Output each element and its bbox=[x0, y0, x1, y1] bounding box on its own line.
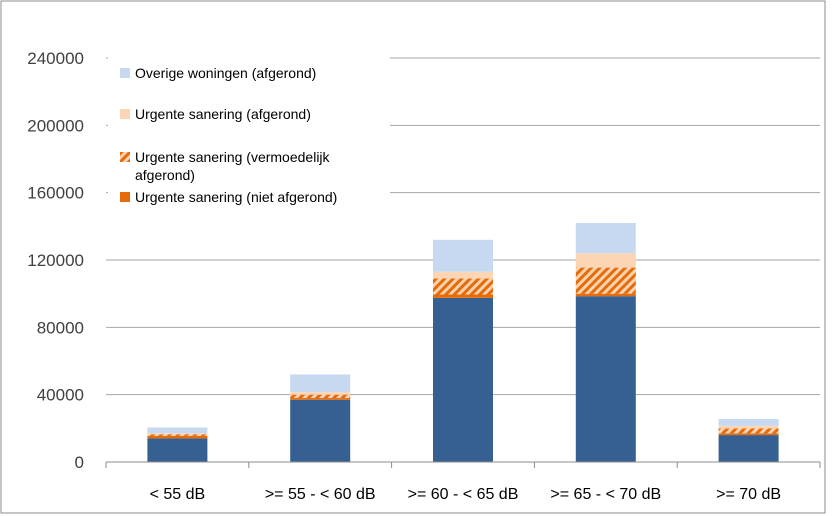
legend-swatch bbox=[120, 68, 130, 78]
bar-segment bbox=[147, 438, 208, 462]
legend-swatch bbox=[120, 152, 130, 162]
x-tick-label: >= 70 dB bbox=[716, 486, 781, 503]
bar-segment bbox=[433, 271, 493, 279]
x-axis: < 55 dB >= 55 - < 60 dB >= 60 - < 65 dB >= … bbox=[105, 461, 821, 503]
legend-label: Overige woningen (afgerond) bbox=[135, 65, 316, 81]
y-axis: 0 40000 80000 120000 160000 200000 240000 bbox=[27, 49, 84, 472]
bar-segment bbox=[575, 222, 636, 254]
bar-segment bbox=[718, 435, 779, 462]
legend-swatch bbox=[120, 109, 130, 119]
legend: Overige woningen (afgerond) Urgente saner… bbox=[108, 55, 390, 225]
bar-segment bbox=[290, 392, 351, 395]
y-tick-label: 80000 bbox=[37, 318, 84, 337]
legend-label: Urgente sanering (niet afgerond) bbox=[135, 189, 337, 205]
legend-label: Urgente sanering (afgerond) bbox=[135, 106, 311, 122]
bar-segment bbox=[718, 425, 779, 429]
bar-segment bbox=[433, 278, 493, 295]
bar-segment bbox=[147, 433, 208, 435]
x-tick-label: < 55 dB bbox=[150, 486, 206, 503]
bar-segment bbox=[575, 296, 636, 462]
legend-swatch bbox=[120, 192, 130, 202]
bars bbox=[147, 222, 779, 462]
bar-segment bbox=[290, 398, 351, 400]
bar-segment bbox=[147, 427, 208, 434]
bar-segment bbox=[290, 399, 351, 462]
bar-segment bbox=[290, 374, 351, 393]
bar-segment bbox=[718, 428, 779, 434]
y-tick-label: 40000 bbox=[37, 386, 84, 405]
bar-segment bbox=[718, 433, 779, 436]
legend-background bbox=[108, 55, 390, 225]
bar-segment bbox=[433, 239, 493, 272]
bar-segment bbox=[575, 293, 636, 297]
x-tick-label: >= 55 - < 60 dB bbox=[265, 486, 376, 503]
bar-segment bbox=[575, 253, 636, 268]
bar-segment bbox=[147, 435, 208, 439]
x-tick-label: >= 60 - < 65 dB bbox=[408, 486, 519, 503]
bar-segment bbox=[433, 297, 493, 462]
bar-segment bbox=[147, 434, 208, 436]
bar-segment bbox=[718, 419, 779, 426]
y-tick-label: 160000 bbox=[27, 184, 84, 203]
y-tick-label: 200000 bbox=[27, 116, 84, 135]
y-tick-label: 240000 bbox=[27, 49, 84, 68]
y-tick-label: 0 bbox=[75, 453, 84, 472]
bar-segment bbox=[433, 294, 493, 298]
bar-segment bbox=[575, 267, 636, 294]
bar-segment bbox=[290, 394, 351, 399]
x-tick-label: >= 65 - < 70 dB bbox=[550, 486, 661, 503]
legend-label: Urgente sanering (vermoedelijk afgerond) bbox=[135, 149, 331, 183]
y-tick-label: 120000 bbox=[27, 251, 84, 270]
